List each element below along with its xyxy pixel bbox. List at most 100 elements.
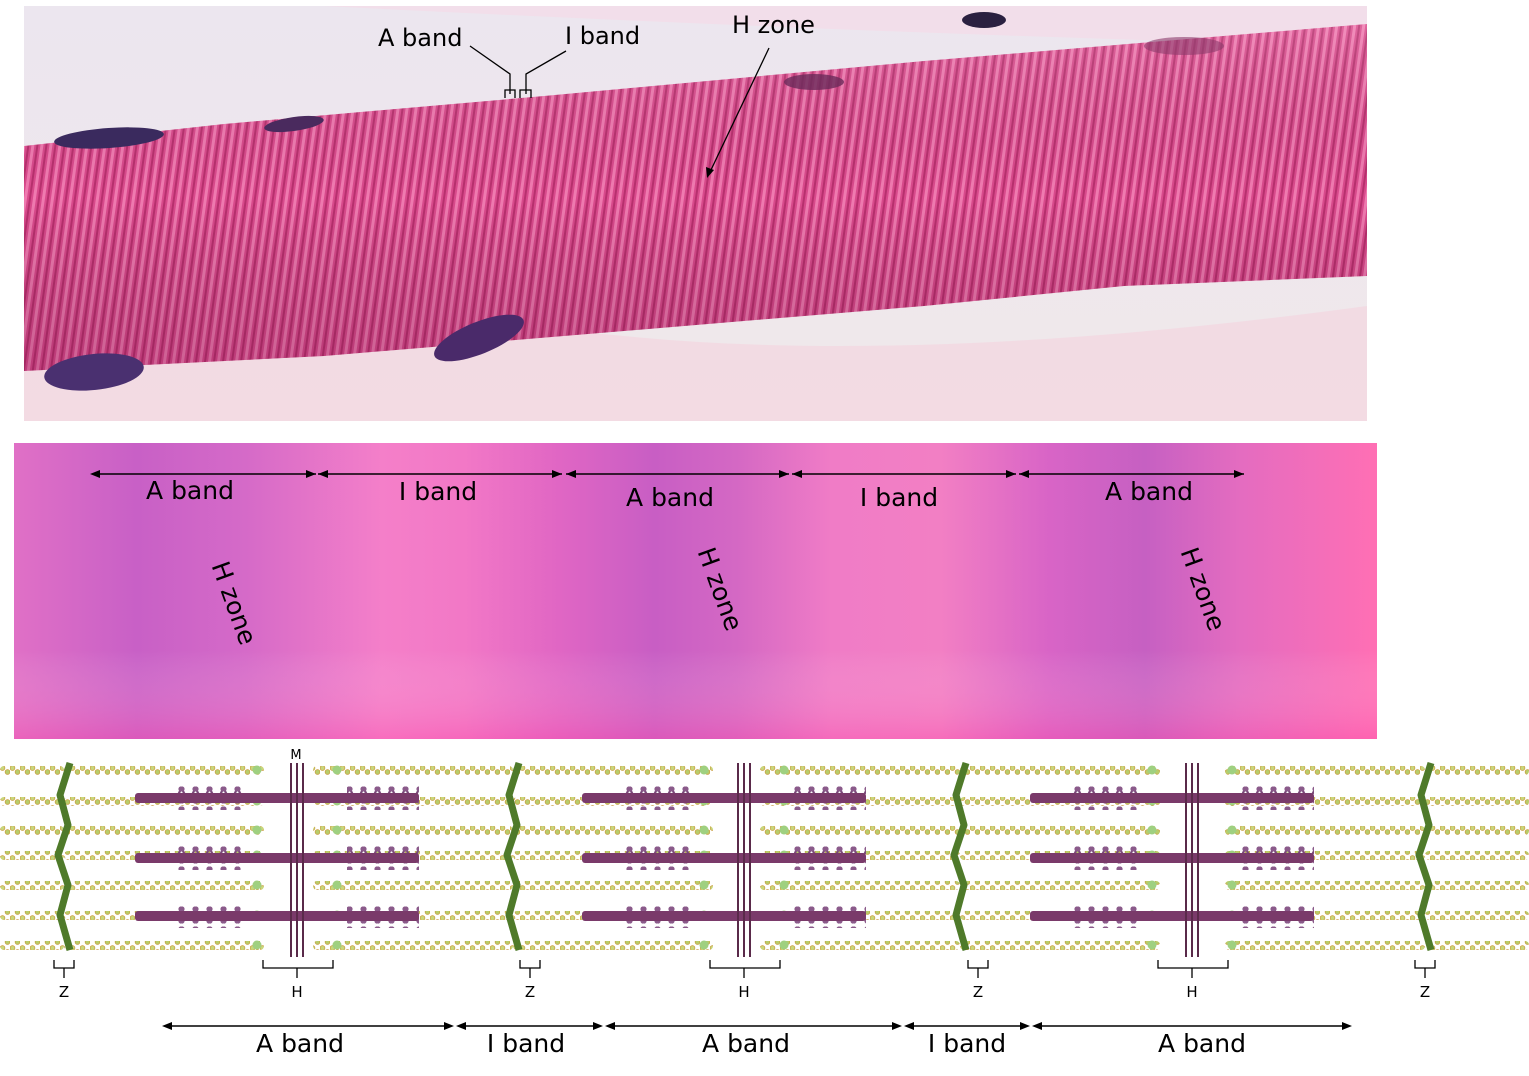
thin-filament [1425, 881, 1529, 890]
thin-filament [513, 766, 713, 775]
schem-band-label-2: I band [487, 1029, 565, 1058]
nucleus [962, 12, 1006, 28]
micrograph-panel: A band I band H zone [24, 6, 1367, 421]
band-arrowhead [1342, 1022, 1352, 1030]
z-label-2: Z [525, 983, 535, 1001]
thin-filament [1425, 826, 1529, 835]
micro-a-band-label: A band [378, 24, 462, 52]
mag-band-label-5: A band [1105, 477, 1193, 506]
thin-filament [64, 881, 264, 890]
thin-filament [1225, 941, 1425, 950]
thin-filament [760, 881, 960, 890]
mag-band-label-3: A band [626, 483, 714, 512]
thick-filament [582, 853, 866, 863]
sarcomere-schematic-panel: M Z Z Z Z H H H A band I band A band I b… [0, 745, 1529, 1072]
h-bracket [1157, 960, 1229, 969]
thin-filament [760, 941, 960, 950]
thin-filament-end [1227, 940, 1237, 950]
thin-filament [1425, 797, 1529, 806]
z-label-4: Z [1420, 983, 1430, 1001]
thin-filament [313, 941, 513, 950]
m-line-label: M [290, 748, 301, 763]
thin-filament [0, 766, 64, 775]
thin-filament-end [332, 825, 342, 835]
thin-filament [960, 941, 1160, 950]
thin-filament-end [779, 825, 789, 835]
thin-filament [0, 941, 64, 950]
z-bracket [519, 960, 541, 969]
schem-band-label-4: I band [928, 1029, 1006, 1058]
band-arrowhead [1032, 1022, 1042, 1030]
thin-filament [1225, 881, 1425, 890]
schem-band-label-3: A band [702, 1029, 790, 1058]
thin-filament [760, 766, 960, 775]
thin-filament [1225, 826, 1425, 835]
band-arrowhead [444, 1022, 454, 1030]
thin-filament [960, 826, 1160, 835]
nucleus [54, 127, 164, 149]
magnified-arrowheads [90, 470, 1244, 478]
thin-filament-end [252, 880, 262, 890]
thin-filament-end [699, 880, 709, 890]
thin-filament-end [1147, 765, 1157, 775]
z-bracket [967, 960, 989, 969]
z-bracket [1414, 960, 1436, 969]
thin-filament-end [699, 765, 709, 775]
schem-band-label-1: A band [256, 1029, 344, 1058]
magnified-panel: A band I band A band I band A band H zon… [14, 443, 1377, 739]
thin-filament [0, 881, 64, 890]
nucleus [1144, 37, 1224, 55]
thin-filament [1425, 911, 1529, 920]
z-disc [950, 761, 970, 951]
filament-layer [0, 761, 1529, 957]
micro-band-leaders [469, 45, 770, 173]
thick-filament [582, 793, 866, 803]
thin-filament [760, 826, 960, 835]
band-arrowhead [1020, 1022, 1030, 1030]
thin-filament [64, 941, 264, 950]
h-bracket [709, 960, 781, 969]
thin-filament [1425, 766, 1529, 775]
schem-band-label-5: A band [1158, 1029, 1246, 1058]
z-disc [1415, 761, 1435, 951]
thin-filament [313, 766, 513, 775]
z-label-3: Z [973, 983, 983, 1001]
thick-filament [1030, 911, 1314, 921]
thin-filament [0, 911, 64, 920]
thin-filament-end [699, 825, 709, 835]
thick-filament [582, 911, 866, 921]
z-disc [503, 761, 523, 951]
thin-filament [513, 941, 713, 950]
nucleus [434, 314, 524, 362]
thin-filament-end [779, 940, 789, 950]
thin-filament [64, 826, 264, 835]
thin-filament-end [1147, 940, 1157, 950]
annotation-layer [53, 960, 1436, 1030]
thin-filament-end [779, 765, 789, 775]
thin-filament [960, 766, 1160, 775]
thin-filament [1225, 766, 1425, 775]
micrograph-image: A band I band H zone [24, 6, 1367, 421]
thin-filament [1425, 941, 1529, 950]
micro-h-zone-label: H zone [732, 11, 815, 39]
thin-filament [0, 851, 64, 860]
h-label-3: H [1186, 983, 1197, 1001]
thick-filament [1030, 853, 1314, 863]
thin-filament [64, 766, 264, 775]
thin-filament-end [1227, 765, 1237, 775]
thin-filament [0, 826, 64, 835]
thin-filament-end [1227, 825, 1237, 835]
thin-filament-end [252, 940, 262, 950]
thin-filament-end [332, 880, 342, 890]
micro-h-zone-arrowhead [706, 167, 714, 178]
z-disc [54, 761, 74, 951]
z-bracket [53, 960, 75, 969]
thin-filament [1425, 851, 1529, 860]
mag-band-label-4: I band [860, 483, 938, 512]
thin-filament-end [252, 765, 262, 775]
band-arrowhead [904, 1022, 914, 1030]
thick-filament [135, 911, 419, 921]
band-arrowhead [892, 1022, 902, 1030]
sarcomere-schematic: M Z Z Z Z H H H A band I band A band I b… [0, 748, 1529, 1058]
band-arrowhead [605, 1022, 615, 1030]
